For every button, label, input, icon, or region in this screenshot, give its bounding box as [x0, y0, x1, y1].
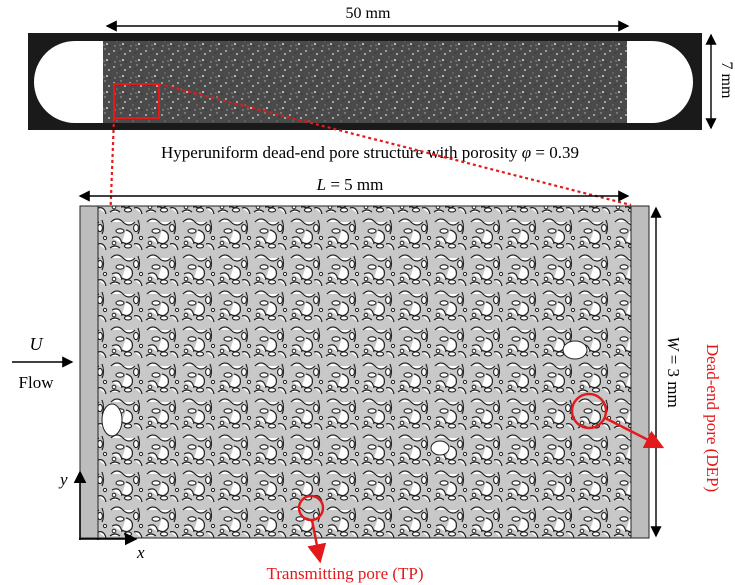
domain-width-label: W = 3 mm: [664, 336, 683, 407]
open-pore-region: [101, 403, 123, 437]
inlet-velocity-label: U: [30, 334, 44, 354]
dead-end-pore-pointer: [604, 416, 665, 449]
flow-label: Flow: [19, 373, 55, 392]
transmitting-pore-marker: [297, 494, 325, 522]
open-pore-region: [562, 340, 588, 360]
top-panel: 50 mm 7 mm Hyperuniform dead-end pore st…: [28, 5, 735, 162]
height-dimension-label: 7 mm: [718, 62, 735, 99]
top-caption: Hyperuniform dead-end pore structure wit…: [161, 143, 579, 162]
length-dimension-label: 50 mm: [346, 5, 391, 22]
zoom-box: [113, 83, 160, 119]
right-end-cap: [627, 41, 693, 123]
x-axis-label: x: [136, 543, 145, 562]
domain-length-label: L = 5 mm: [316, 175, 384, 194]
main-panel: L = 5 mm W = 3 mm U Flow y x Dead-end po…: [12, 175, 722, 583]
y-axis-label: y: [58, 470, 68, 489]
dead-end-pore-marker: [570, 392, 608, 430]
dead-end-pore-label: Dead-end pore (DEP): [703, 344, 722, 492]
porous-sample-image: [103, 41, 627, 123]
outlet-bar: [630, 205, 650, 539]
left-end-cap: [34, 41, 103, 123]
inlet-bar: [79, 205, 99, 539]
transmitting-pore-label: Transmitting pore (TP): [266, 564, 423, 583]
transmitting-pore-pointer: [307, 519, 327, 564]
porous-domain: [97, 205, 632, 539]
open-pore-region: [430, 440, 450, 456]
